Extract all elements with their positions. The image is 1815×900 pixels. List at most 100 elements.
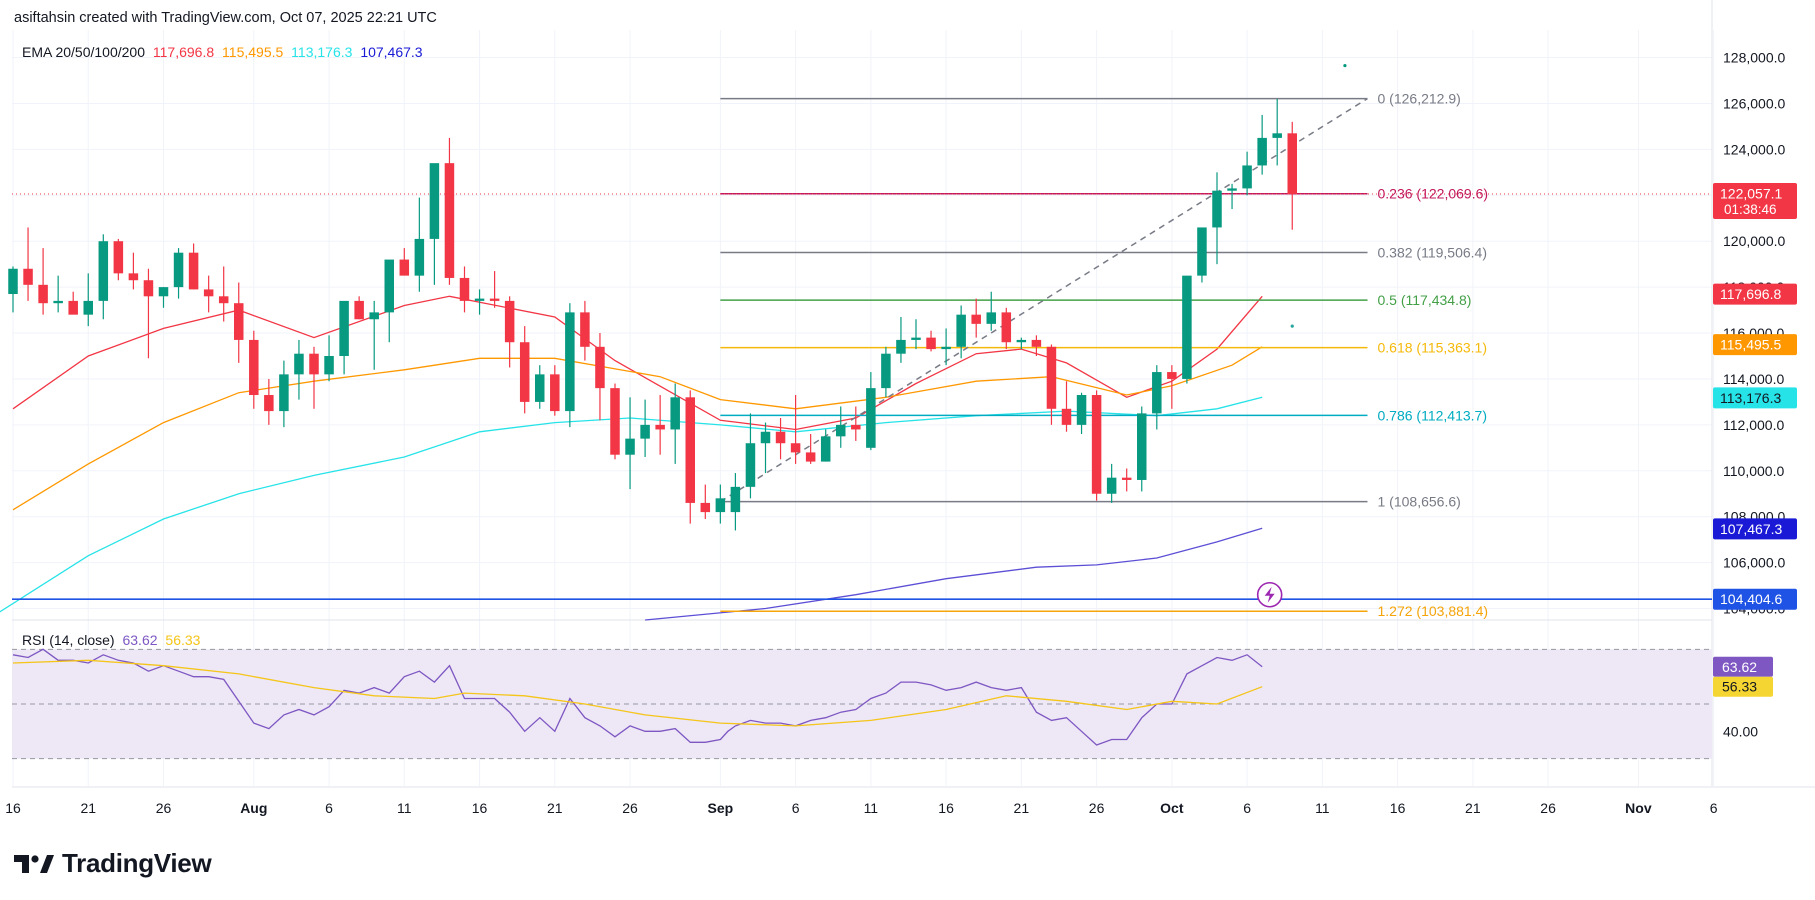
- candle-body: [565, 312, 575, 412]
- candle: [1167, 365, 1177, 409]
- candle-body: [670, 397, 680, 430]
- candle-body: [399, 259, 410, 276]
- candle: [1212, 172, 1222, 265]
- candle: [8, 266, 18, 313]
- candle-body: [1227, 188, 1237, 191]
- candle: [504, 296, 515, 368]
- candle-body: [745, 443, 756, 487]
- candle-body: [700, 502, 711, 513]
- rsi-badge-label: 63.62: [1722, 659, 1757, 675]
- candle: [414, 197, 425, 292]
- candle-body: [38, 284, 48, 304]
- time-axis: 16 21 26 Aug 6 11 16 21 26 Sep 6 11 16 21 26 Oct 6 11 16 21…: [5, 800, 1718, 816]
- candle-body: [760, 431, 771, 444]
- candle: [188, 243, 199, 290]
- rsi-legend[interactable]: RSI (14, close) 63.62 56.33: [22, 632, 204, 648]
- candle-body: [625, 438, 635, 455]
- rsi-badge: 56.33: [1713, 676, 1773, 697]
- time-axis-tick: 21: [1465, 800, 1481, 816]
- candle: [595, 333, 605, 421]
- candle-body: [128, 273, 139, 281]
- candle: [1257, 114, 1267, 175]
- candle-body: [896, 339, 906, 354]
- price-badge-label: 122,057.1: [1720, 185, 1782, 201]
- candle: [158, 287, 169, 308]
- candle: [926, 330, 936, 352]
- candle-body: [8, 268, 18, 295]
- candle: [83, 273, 93, 327]
- candle: [745, 413, 756, 499]
- candle-body: [866, 388, 876, 448]
- candle: [550, 365, 560, 416]
- candle-body: [444, 163, 455, 278]
- candle-body: [1076, 395, 1087, 425]
- tradingview-logo-icon: [14, 854, 54, 873]
- candle: [805, 434, 816, 464]
- candle-body: [1016, 339, 1027, 343]
- candle-body: [1242, 165, 1252, 189]
- candle-body: [1046, 346, 1057, 409]
- candle: [369, 300, 379, 370]
- candle-body: [309, 353, 319, 375]
- candle: [519, 326, 530, 414]
- rsi-pane: 40.00 63.62 56.33: [12, 648, 1773, 760]
- candle-body: [1031, 339, 1042, 347]
- price-axis-tick: 106,000.0: [1723, 555, 1785, 571]
- candle-body: [1001, 312, 1012, 343]
- candle: [68, 291, 78, 315]
- candle: [38, 248, 48, 315]
- tradingview-brand[interactable]: TradingView: [14, 848, 212, 879]
- candle: [1137, 406, 1147, 492]
- ema-line-200: [645, 527, 1263, 621]
- candle: [640, 399, 650, 458]
- price-badge-label: 107,467.3: [1720, 521, 1782, 537]
- candle: [790, 395, 801, 464]
- candle-body: [429, 163, 440, 239]
- candle-body: [23, 268, 33, 285]
- candle: [489, 271, 500, 308]
- price-badge-bg: [1713, 334, 1797, 356]
- candle: [143, 268, 154, 359]
- candle: [851, 406, 861, 441]
- candle: [309, 346, 319, 409]
- candle-body: [986, 312, 996, 324]
- time-axis-tick: 11: [397, 800, 412, 816]
- candle: [1061, 381, 1072, 432]
- candle-body: [685, 397, 695, 503]
- rsi-badge-bg: [1713, 676, 1773, 697]
- candle-body: [474, 298, 485, 301]
- price-badge: 113,176.3: [1713, 387, 1797, 409]
- candle: [1287, 121, 1297, 230]
- candle-body: [836, 424, 846, 437]
- candle: [1182, 275, 1192, 384]
- candle: [730, 473, 741, 531]
- rsi-legend-label: RSI (14, close): [22, 632, 115, 648]
- time-axis-tick: 16: [5, 800, 21, 816]
- candle: [264, 378, 274, 425]
- candle-body: [655, 424, 665, 430]
- candle-body: [851, 424, 861, 430]
- candle: [1046, 344, 1057, 425]
- ema-legend[interactable]: EMA 20/50/100/200 117,696.8 115,495.5 11…: [22, 44, 427, 60]
- fib-level-label: 1.272 (103,881.4): [1378, 603, 1489, 619]
- candle-body: [354, 300, 364, 320]
- candle-body: [775, 431, 786, 444]
- candle-body: [941, 346, 951, 350]
- candle-body: [1152, 372, 1162, 414]
- rsi-ma-line: [12, 659, 1263, 727]
- candle-body: [98, 241, 109, 301]
- marker-dot: [1290, 324, 1294, 328]
- fib-level-label: 0 (126,212.9): [1378, 91, 1461, 107]
- candle: [1272, 98, 1282, 166]
- candle: [1106, 463, 1117, 503]
- candle: [1197, 227, 1207, 283]
- candle: [1242, 151, 1252, 196]
- candle: [23, 227, 33, 301]
- candle: [474, 289, 485, 315]
- candle-body: [143, 280, 154, 297]
- candle-body: [489, 298, 500, 301]
- candle: [384, 259, 394, 343]
- candle-body: [715, 498, 726, 513]
- price-badges: 122,057.101:38:46 117,696.8 115,495.5 113,1…: [1713, 182, 1797, 610]
